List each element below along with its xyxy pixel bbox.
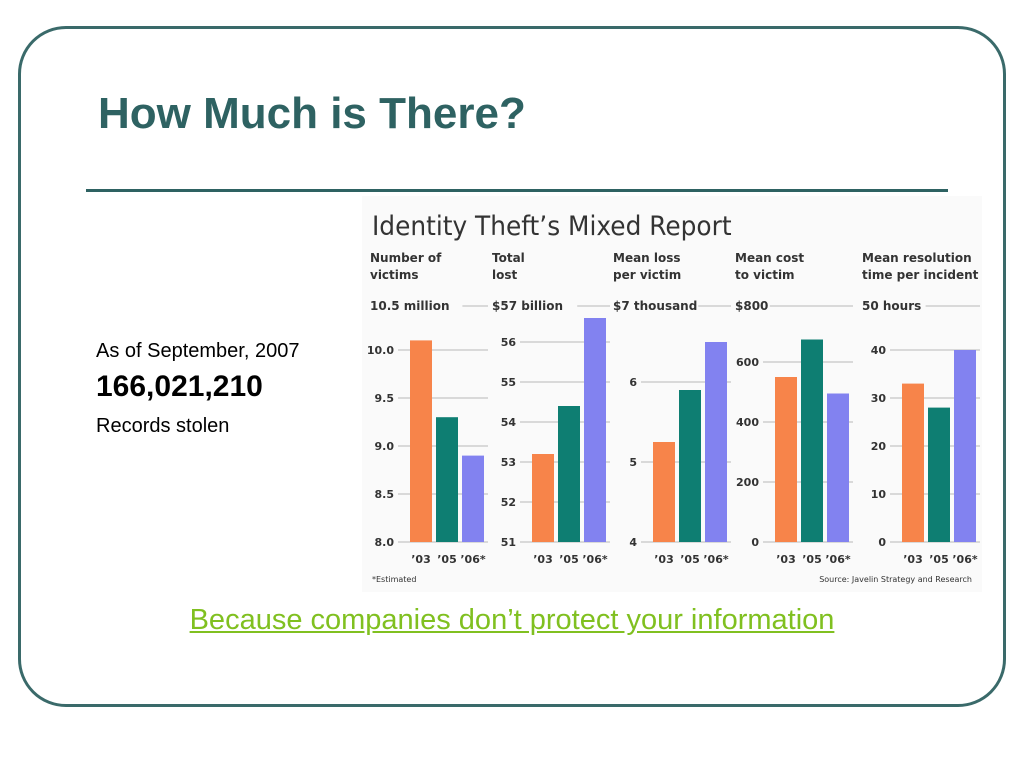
panel-label: victims xyxy=(370,268,419,282)
category-label: ’05 xyxy=(437,553,457,566)
category-label: ’06* xyxy=(582,553,607,566)
chart-footnote: *Estimated xyxy=(372,575,416,584)
bar-2003 xyxy=(532,454,554,542)
category-label: ’06* xyxy=(825,553,850,566)
chart-title: Identity Theft’s Mixed Report xyxy=(372,211,732,242)
stat-caption: Records stolen xyxy=(96,415,230,437)
category-label: ’03 xyxy=(654,553,674,566)
bar-2006 xyxy=(705,342,727,542)
category-label: ’05 xyxy=(929,553,949,566)
panel-tick-label: 0 xyxy=(751,536,759,549)
slide-title: How Much is There? xyxy=(98,89,526,138)
panel-tick-label: 51 xyxy=(501,536,516,549)
panel-tick-label: 9.0 xyxy=(375,440,395,453)
panel-tick-label: 10.0 xyxy=(367,344,394,357)
category-label: ’06* xyxy=(952,553,977,566)
title-divider xyxy=(86,189,948,192)
panel-tick-label: 53 xyxy=(501,456,516,469)
bar-2003 xyxy=(902,383,924,542)
panel-unit-label: $57 billion xyxy=(492,299,563,313)
panel-tick-label: 600 xyxy=(736,356,759,369)
bar-2003 xyxy=(775,377,797,542)
category-label: ’03 xyxy=(776,553,796,566)
bar-2006 xyxy=(584,318,606,542)
panel-tick-label: 200 xyxy=(736,476,759,489)
bar-2005 xyxy=(436,417,458,542)
panel-label: Mean loss xyxy=(613,251,681,265)
panel-tick-label: 52 xyxy=(501,496,516,509)
stat-number: 166,021,210 xyxy=(96,370,263,403)
panel-label: to victim xyxy=(735,268,795,282)
bar-2006 xyxy=(954,350,976,542)
category-label: ’03 xyxy=(411,553,431,566)
panel-tick-label: 5 xyxy=(629,456,637,469)
panel-tick-label: 10 xyxy=(871,488,887,501)
panel-tick-label: 20 xyxy=(871,440,887,453)
panel-tick-label: 0 xyxy=(878,536,886,549)
panel-unit-label: 10.5 million xyxy=(370,299,450,313)
bar-2005 xyxy=(801,339,823,542)
companies-link[interactable]: Because companies don’t protect your inf… xyxy=(189,604,835,636)
panel-unit-label: $800 xyxy=(735,299,768,313)
chart-source: Source: Javelin Strategy and Research xyxy=(819,575,972,584)
panel-tick-label: 40 xyxy=(871,344,887,357)
panel-tick-label: 8.0 xyxy=(375,536,395,549)
category-label: ’06* xyxy=(703,553,728,566)
panel-unit-label: $7 thousand xyxy=(613,299,697,313)
panel-tick-label: 54 xyxy=(501,416,517,429)
panel-tick-label: 56 xyxy=(501,336,517,349)
bar-2006 xyxy=(462,455,484,542)
bar-2006 xyxy=(827,393,849,542)
identity-theft-chart: Identity Theft’s Mixed Report Number of vi… xyxy=(362,196,982,592)
panel-unit-label: 50 hours xyxy=(862,299,921,313)
bar-2005 xyxy=(928,407,950,542)
panel-label: Mean cost xyxy=(735,251,804,265)
panel-label: per victim xyxy=(613,268,681,282)
slide-frame xyxy=(18,26,1006,707)
panel-label: Mean resolution xyxy=(862,251,972,265)
bar-2005 xyxy=(679,390,701,542)
category-label: ’03 xyxy=(533,553,553,566)
panel-tick-label: 400 xyxy=(736,416,759,429)
category-label: ’05 xyxy=(559,553,579,566)
panel-tick-label: 8.5 xyxy=(375,488,395,501)
panel-tick-label: 9.5 xyxy=(375,392,395,405)
stat-date: As of September, 2007 xyxy=(96,340,300,362)
panel-tick-label: 4 xyxy=(629,536,637,549)
panel-label: Total xyxy=(492,251,525,265)
category-label: ’05 xyxy=(680,553,700,566)
category-label: ’06* xyxy=(460,553,485,566)
panel-label: Number of xyxy=(370,251,442,265)
bar-2003 xyxy=(653,442,675,542)
panel-tick-label: 55 xyxy=(501,376,516,389)
panel-tick-label: 30 xyxy=(871,392,887,405)
chart-svg: Identity Theft’s Mixed Report Number of vi… xyxy=(362,196,982,592)
panel-label: time per incident xyxy=(862,268,979,282)
panel-tick-label: 6 xyxy=(629,376,637,389)
category-label: ’03 xyxy=(903,553,923,566)
bar-2005 xyxy=(558,406,580,542)
bar-2003 xyxy=(410,340,432,542)
category-label: ’05 xyxy=(802,553,822,566)
panel-label: lost xyxy=(492,268,518,282)
